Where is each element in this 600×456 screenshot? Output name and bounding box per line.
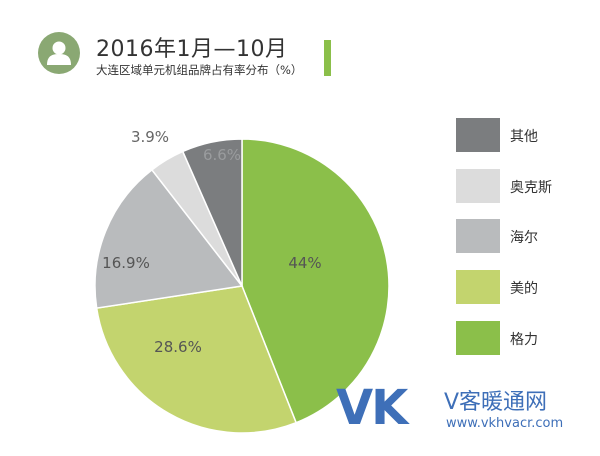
user-icon-glyph	[47, 41, 71, 65]
legend-item-qita: 其他	[456, 118, 586, 152]
watermark-letter-k: K	[371, 380, 408, 436]
watermark-name: V客暖通网	[444, 390, 548, 415]
legend-label-haier: 海尔	[510, 230, 538, 246]
legend-item-geli: 格力	[456, 321, 586, 355]
legend-swatch-aokesi	[456, 169, 500, 203]
chart-header: 2016年1月—10月 大连区域单元机组品牌占有率分布（%）	[38, 28, 368, 82]
chart-title: 2016年1月—10月	[96, 37, 288, 62]
data-label-meidi: 28.6%	[154, 338, 202, 356]
data-label-haier: 16.9%	[102, 254, 150, 272]
pie-slice-qita	[181, 138, 243, 287]
legend-label-aokesi: 奥克斯	[510, 180, 552, 196]
legend-swatch-qita	[456, 118, 500, 152]
legend-swatch-haier	[456, 219, 500, 253]
chart-subtitle: 大连区域单元机组品牌占有率分布（%）	[96, 63, 303, 77]
pie-slice-haier	[94, 168, 244, 309]
legend-label-geli: 格力	[510, 332, 538, 348]
user-icon	[38, 32, 80, 74]
data-label-qita: 6.6%	[203, 146, 241, 164]
legend-label-qita: 其他	[510, 129, 538, 145]
pie-slice-meidi	[95, 285, 298, 434]
title-accent-bar	[324, 40, 331, 76]
legend-item-meidi: 美的	[456, 270, 586, 304]
watermark-logo: VK V客暖通网 www.vkhvacr.com	[336, 378, 586, 444]
data-label-geli: 44%	[288, 254, 321, 272]
data-label-aokesi: 3.9%	[131, 128, 169, 146]
watermark-url: www.vkhvacr.com	[446, 416, 564, 431]
legend-item-aokesi: 奥克斯	[456, 169, 586, 203]
legend-label-meidi: 美的	[510, 281, 538, 297]
legend-swatch-meidi	[456, 270, 500, 304]
watermark-letters: VK	[336, 380, 408, 436]
watermark-letter-v: V	[336, 380, 373, 436]
legend-item-haier: 海尔	[456, 219, 586, 253]
legend-swatch-geli	[456, 321, 500, 355]
pie-slice-geli	[241, 138, 390, 424]
